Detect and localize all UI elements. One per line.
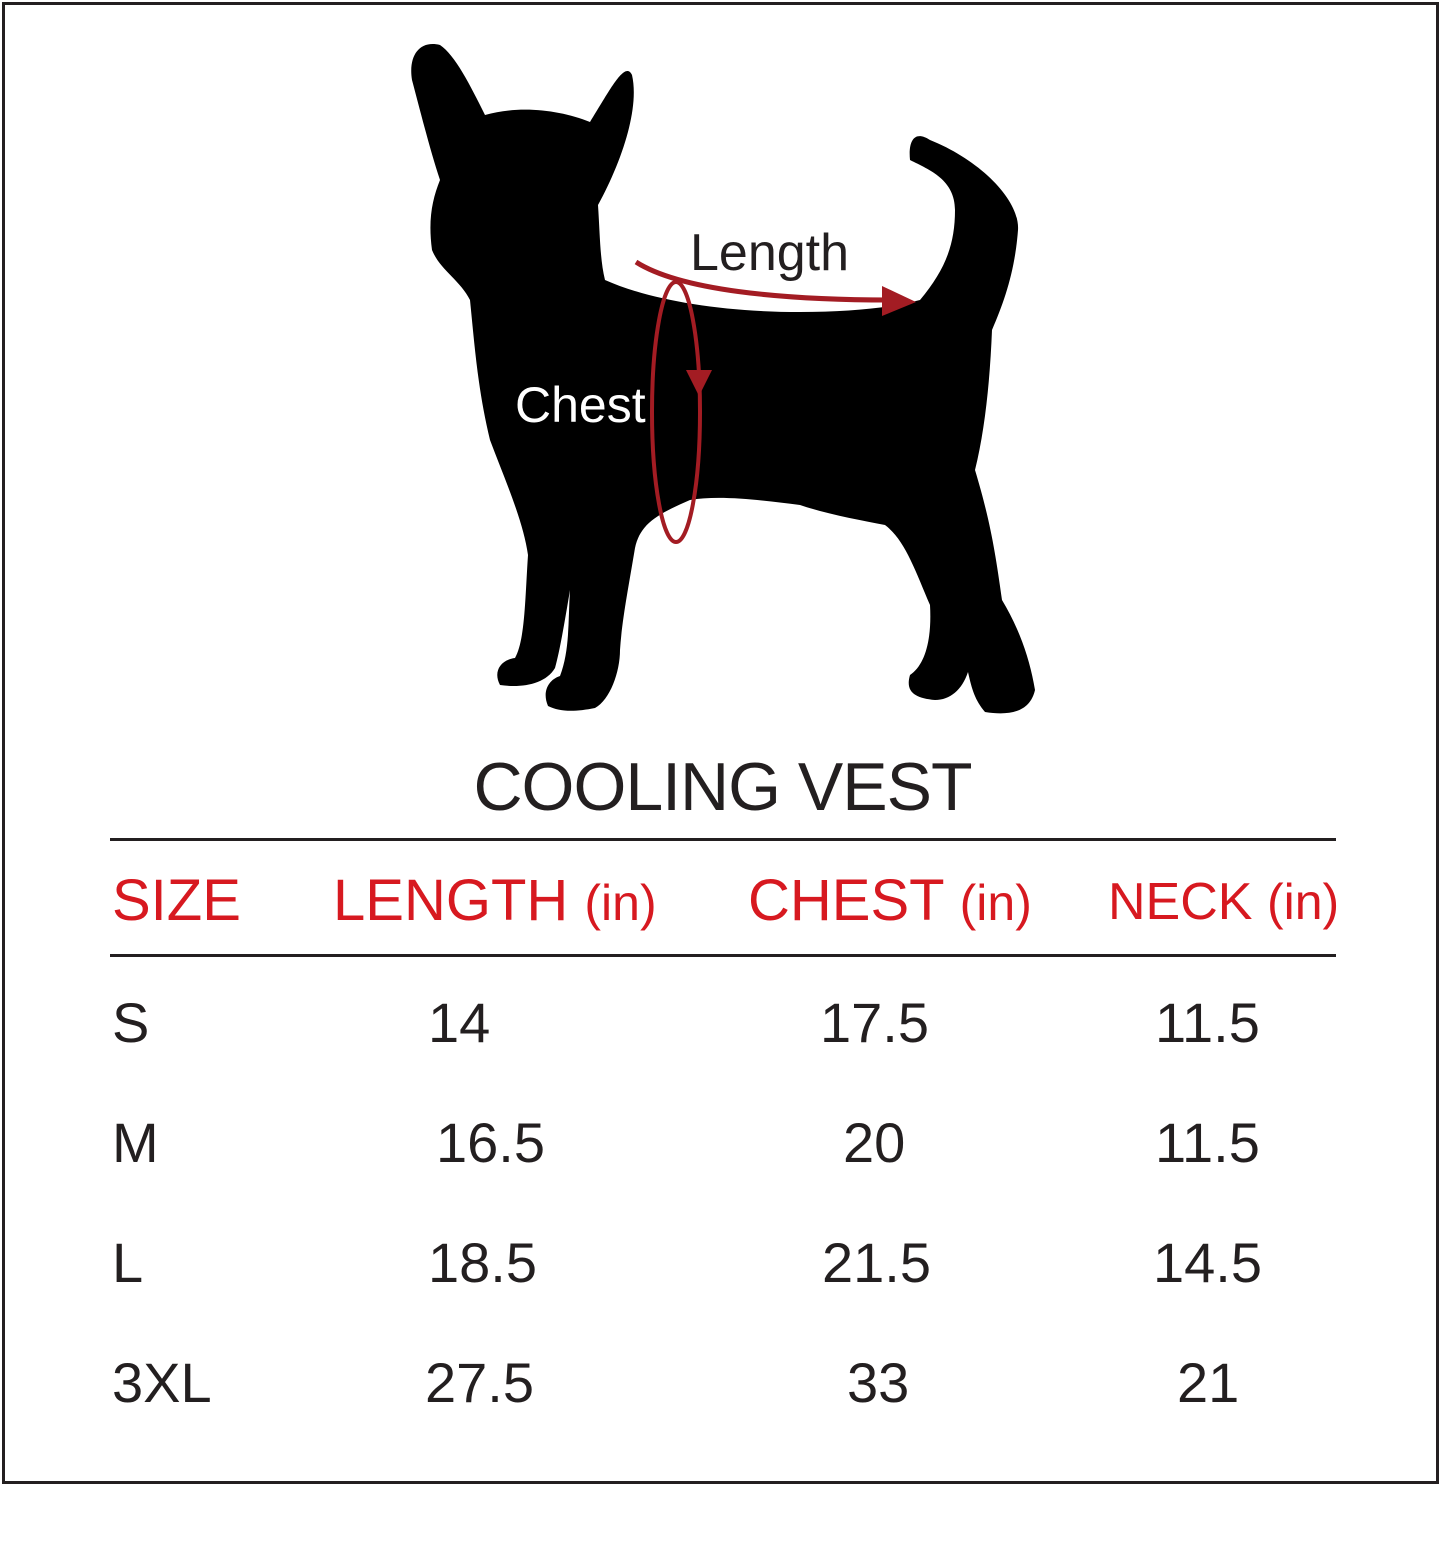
header-neck: NECK (in)	[1108, 876, 1339, 928]
dog-measurement-illustration: Length Chest	[411, 44, 1035, 714]
chart-title: COOLING VEST	[473, 749, 972, 825]
header-length: LENGTH (in)	[333, 872, 657, 930]
row-3xl-length: 27.5	[425, 1351, 534, 1414]
row-3xl-size: 3XL	[112, 1351, 212, 1414]
row-m-chest: 20	[843, 1111, 906, 1174]
dog-silhouette	[411, 44, 1035, 714]
header-bottom-rule	[110, 954, 1336, 957]
row-m-length: 16.5	[436, 1111, 545, 1174]
row-l-length: 18.5	[428, 1231, 537, 1294]
row-l-size: L	[112, 1231, 144, 1294]
header-neck-unit: (in)	[1266, 874, 1340, 930]
row-3xl-chest: 33	[847, 1351, 910, 1414]
length-label: Length	[690, 224, 849, 282]
size-chart-frame	[2, 2, 1439, 1484]
header-length-label: LENGTH	[333, 868, 569, 933]
header-chest-label: CHEST	[748, 868, 944, 933]
chest-arrow-head	[686, 370, 712, 396]
row-s-chest: 17.5	[820, 991, 929, 1054]
length-arrow-head	[882, 286, 916, 316]
header-chest: CHEST (in)	[748, 872, 1032, 930]
header-chest-unit: (in)	[959, 875, 1032, 931]
header-top-rule	[110, 838, 1336, 841]
row-m-size: M	[112, 1111, 159, 1174]
header-neck-label: NECK	[1108, 873, 1253, 931]
length-arrow-line	[634, 259, 891, 303]
header-size: SIZE	[112, 872, 241, 930]
chest-label: Chest	[515, 377, 646, 433]
chest-measure-loop	[650, 280, 702, 544]
row-l-neck: 14.5	[1153, 1231, 1262, 1294]
row-s-length: 14	[428, 991, 491, 1054]
row-s-neck: 11.5	[1155, 991, 1260, 1054]
row-3xl-neck: 21	[1177, 1351, 1240, 1414]
row-l-chest: 21.5	[822, 1231, 931, 1294]
header-size-label: SIZE	[112, 868, 241, 933]
row-m-neck: 11.5	[1155, 1111, 1260, 1174]
row-s-size: S	[112, 991, 150, 1054]
header-length-unit: (in)	[584, 875, 657, 931]
